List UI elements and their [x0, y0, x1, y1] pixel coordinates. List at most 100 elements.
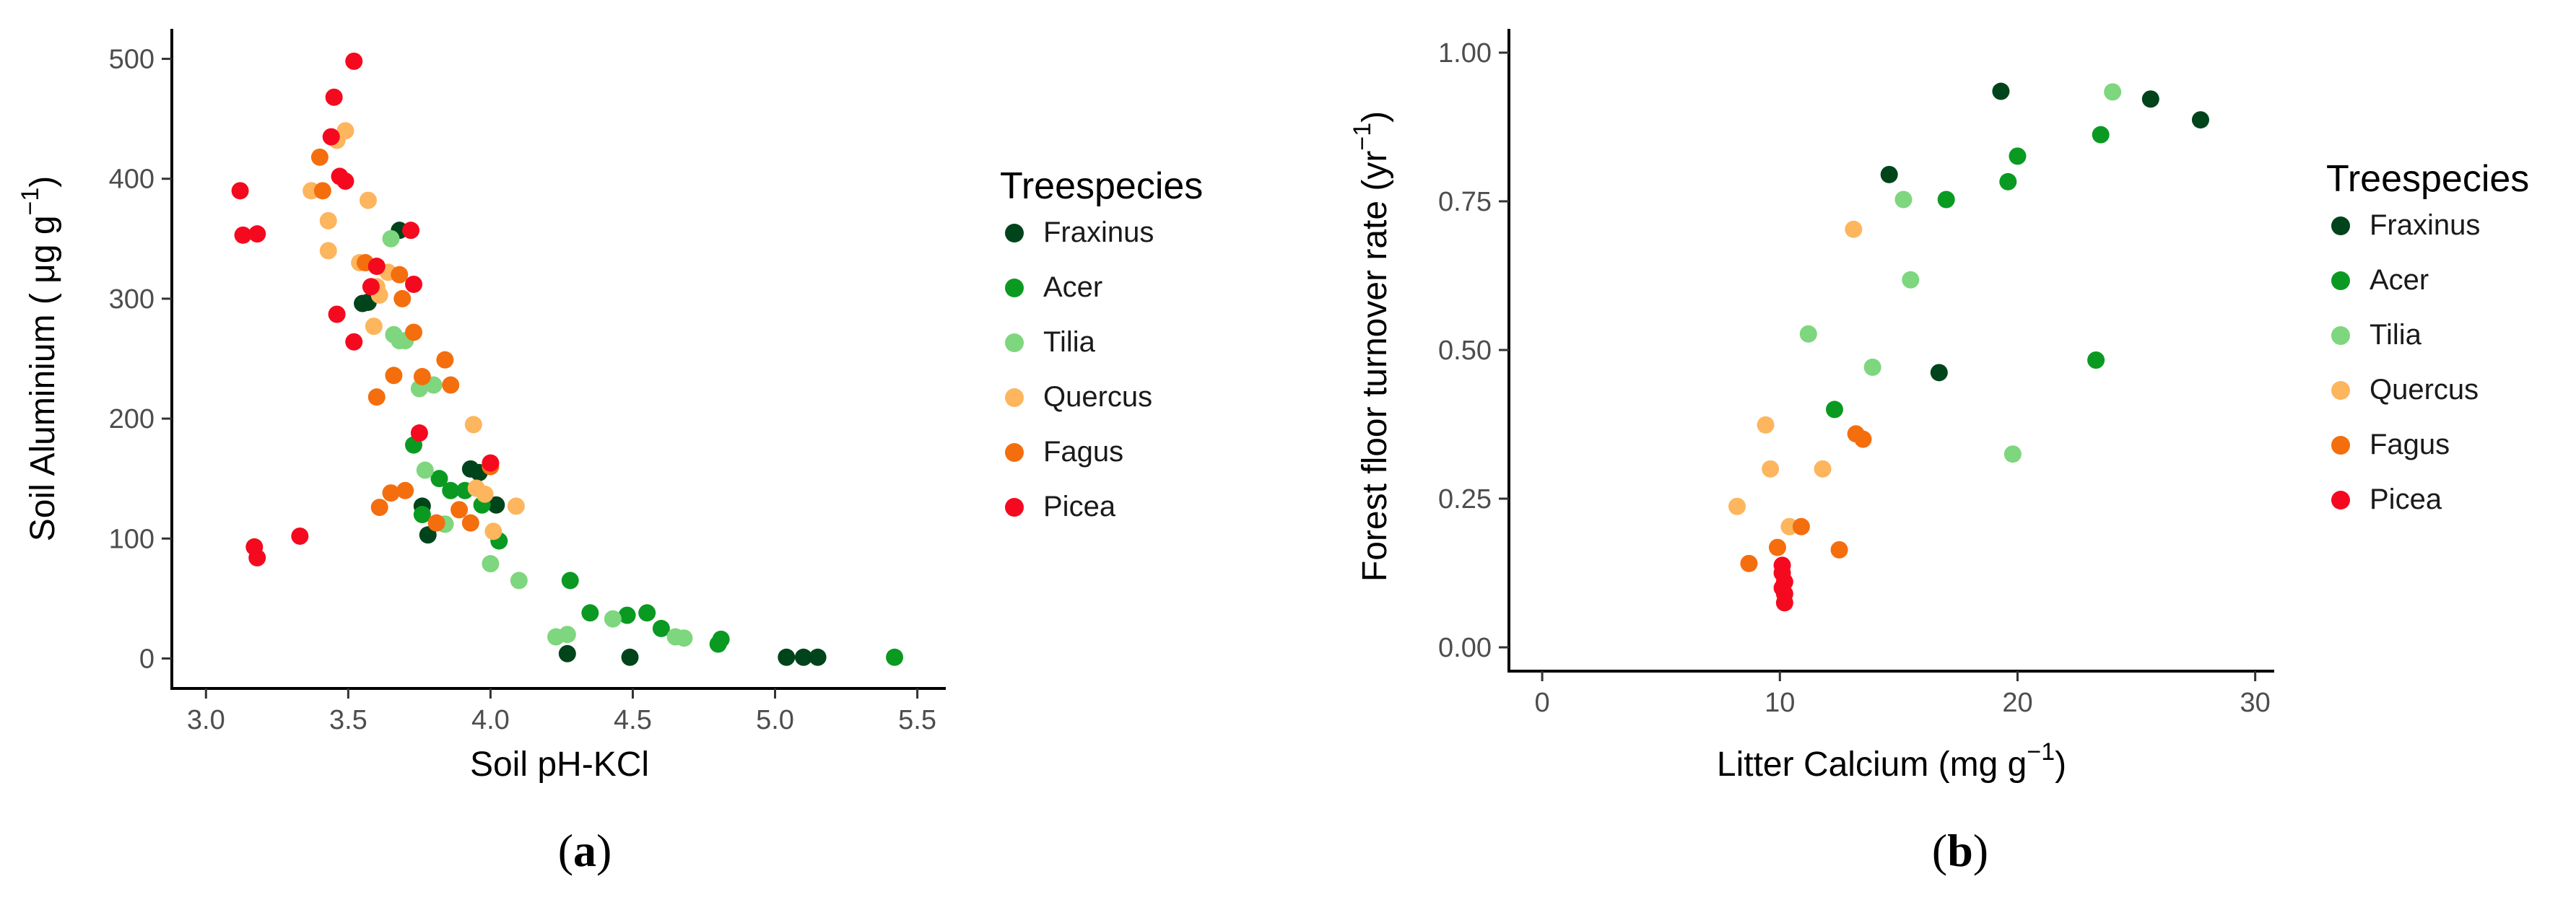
point-fagus	[370, 499, 388, 517]
legend-label-tilia: Tilia	[2370, 319, 2422, 351]
legend-b: Treespecies Fraxinus Acer Tilia Quercus Fagus…	[2326, 158, 2529, 515]
legend-swatch-acer	[2331, 271, 2350, 290]
plot-a-ylabel: Soil Aluminium ( μg g−1)	[17, 176, 62, 542]
legend-a: Treespecies Fraxinus Acer Tilia Quercus Fagus…	[1000, 165, 1203, 522]
plot-b-ytick-label: 0.50	[1438, 336, 1492, 366]
plot-a-xtick-label: 4.0	[471, 705, 510, 735]
plot-b-ytick-label: 1.00	[1438, 38, 1492, 69]
plot-b-xtick-label: 30	[2240, 688, 2271, 718]
plot-a-ticks: 3.0 3.5 4.0 4.5 5.0 5.5 0 100 200 300 400 500	[109, 45, 936, 735]
legend-swatch-fraxinus	[1005, 224, 1024, 242]
legend-swatch-quercus	[1005, 388, 1024, 407]
point-fraxinus	[419, 526, 437, 544]
plot-a-xtick-label: 5.0	[756, 705, 794, 735]
point-tilia	[1799, 325, 1817, 343]
point-picea	[234, 226, 252, 244]
point-picea	[328, 305, 346, 323]
plot-a-ytick-label: 200	[109, 404, 155, 434]
plot-b-ytick-label: 0.25	[1438, 484, 1492, 515]
point-acer	[561, 572, 579, 590]
plot-b-ylabel: Forest floor turnover rate (yr−1)	[1349, 111, 1394, 582]
point-picea	[248, 548, 266, 566]
point-fagus	[442, 376, 460, 394]
plot-b-xtick-label: 10	[1765, 688, 1795, 718]
legend-label-fraxinus: Fraxinus	[2370, 209, 2480, 241]
point-fraxinus	[1880, 165, 1898, 183]
plot-b-points	[1728, 82, 2209, 612]
point-tilia	[2003, 445, 2022, 463]
point-quercus	[1814, 460, 1832, 478]
point-fraxinus	[487, 496, 505, 514]
legend-swatch-tilia	[2331, 326, 2350, 345]
point-fraxinus	[558, 644, 576, 662]
point-picea	[291, 527, 309, 545]
point-acer	[638, 604, 656, 622]
panel-a: 3.0 3.5 4.0 4.5 5.0 5.5 0 100 200 300 400 500 Soil …	[17, 29, 1203, 876]
point-picea	[402, 222, 420, 240]
plot-a-ytick-label: 500	[109, 45, 155, 75]
point-fagus	[310, 148, 328, 166]
point-tilia	[2104, 83, 2122, 101]
plot-a-xlabel: Soil pH-KCl	[470, 745, 649, 784]
point-tilia	[510, 572, 528, 590]
plot-a-xtick-label: 5.5	[898, 705, 936, 735]
point-fagus	[413, 367, 431, 385]
point-quercus	[1757, 416, 1775, 434]
point-picea	[482, 454, 500, 472]
plot-b-xlabel: Litter Calcium (mg g−1)	[1717, 738, 2066, 784]
plot-b-xtick-label: 0	[1535, 688, 1550, 718]
legend-swatch-acer	[1005, 279, 1024, 297]
point-fraxinus	[621, 648, 639, 666]
panel-b: 0 10 20 30 0.00 0.25 0.50 0.75 1.00 Litter Calci…	[1349, 29, 2529, 876]
legend-label-quercus: Quercus	[1043, 381, 1152, 413]
point-fagus	[1740, 554, 1758, 572]
point-fagus	[367, 388, 386, 406]
point-tilia	[604, 610, 622, 628]
point-fagus	[436, 351, 454, 369]
point-fraxinus	[2191, 111, 2209, 129]
legend-swatch-tilia	[1005, 333, 1024, 352]
point-fraxinus	[794, 648, 812, 666]
point-fagus	[391, 266, 409, 284]
plot-a-points	[231, 52, 904, 666]
point-tilia	[675, 629, 693, 647]
point-quercus	[365, 318, 383, 336]
point-tilia	[1894, 191, 1913, 209]
legend-title: Treespecies	[2326, 158, 2529, 200]
legend-label-quercus: Quercus	[2370, 374, 2479, 406]
legend-label-picea: Picea	[2370, 483, 2442, 515]
point-fagus	[1768, 538, 1786, 556]
point-quercus	[359, 191, 377, 209]
legend-label-acer: Acer	[1043, 271, 1102, 303]
legend-label-fraxinus: Fraxinus	[1043, 216, 1154, 248]
point-acer	[618, 606, 636, 624]
point-acer	[2092, 126, 2110, 144]
point-quercus	[336, 122, 354, 140]
point-tilia	[416, 461, 434, 479]
point-tilia	[482, 555, 500, 573]
point-picea	[325, 88, 343, 106]
plot-a-xtick-label: 3.5	[329, 705, 367, 735]
point-picea	[362, 278, 380, 296]
point-tilia	[382, 229, 400, 248]
point-picea	[405, 275, 422, 293]
point-fagus	[1854, 430, 1872, 448]
point-quercus	[1845, 220, 1863, 238]
point-picea	[410, 424, 428, 442]
point-fagus	[393, 289, 412, 307]
legend-label-fagus: Fagus	[2370, 429, 2450, 460]
plot-a-xtick-label: 3.0	[187, 705, 225, 735]
plot-a-ytick-label: 300	[109, 284, 155, 315]
point-fagus	[1830, 541, 1848, 559]
point-tilia	[1863, 358, 1881, 376]
point-fagus	[405, 323, 422, 341]
point-picea	[322, 128, 340, 146]
point-quercus	[1762, 460, 1780, 478]
legend-label-fagus: Fagus	[1043, 436, 1123, 468]
point-quercus	[319, 242, 337, 260]
point-fagus	[1792, 517, 1810, 535]
point-fraxinus	[2141, 90, 2159, 108]
legend-swatch-fagus	[2331, 436, 2350, 455]
point-tilia	[1902, 271, 1920, 289]
